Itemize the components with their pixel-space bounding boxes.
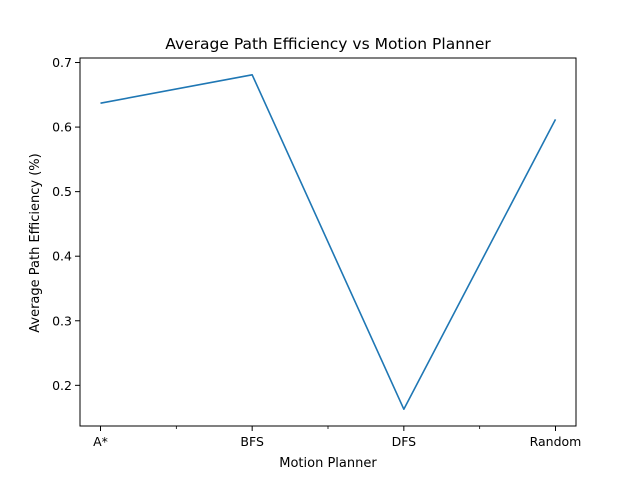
- x-tick-label: Random: [530, 434, 582, 449]
- y-tick-label: 0.6: [52, 120, 72, 135]
- y-tick-label: 0.7: [52, 55, 72, 70]
- x-axis-title: Motion Planner: [279, 456, 377, 471]
- y-tick-label: 0.2: [52, 378, 72, 393]
- x-tick-label: BFS: [240, 434, 264, 449]
- x-tick-label: DFS: [392, 434, 417, 449]
- y-tick-label: 0.3: [52, 313, 72, 328]
- series-line: [100, 73, 557, 411]
- axes-frame: [79, 57, 577, 427]
- plot-area: A* BFS DFS Random 0.2 0.3 0.4 0.5 0.6 0.7: [52, 55, 581, 449]
- y-tick-label: 0.5: [52, 184, 72, 199]
- x-tick-label: A*: [93, 434, 108, 449]
- chart-title: Average Path Efficiency vs Motion Planne…: [165, 35, 491, 53]
- y-axis-title: Average Path Efficiency (%): [28, 153, 43, 332]
- y-tick-label: 0.4: [52, 249, 72, 264]
